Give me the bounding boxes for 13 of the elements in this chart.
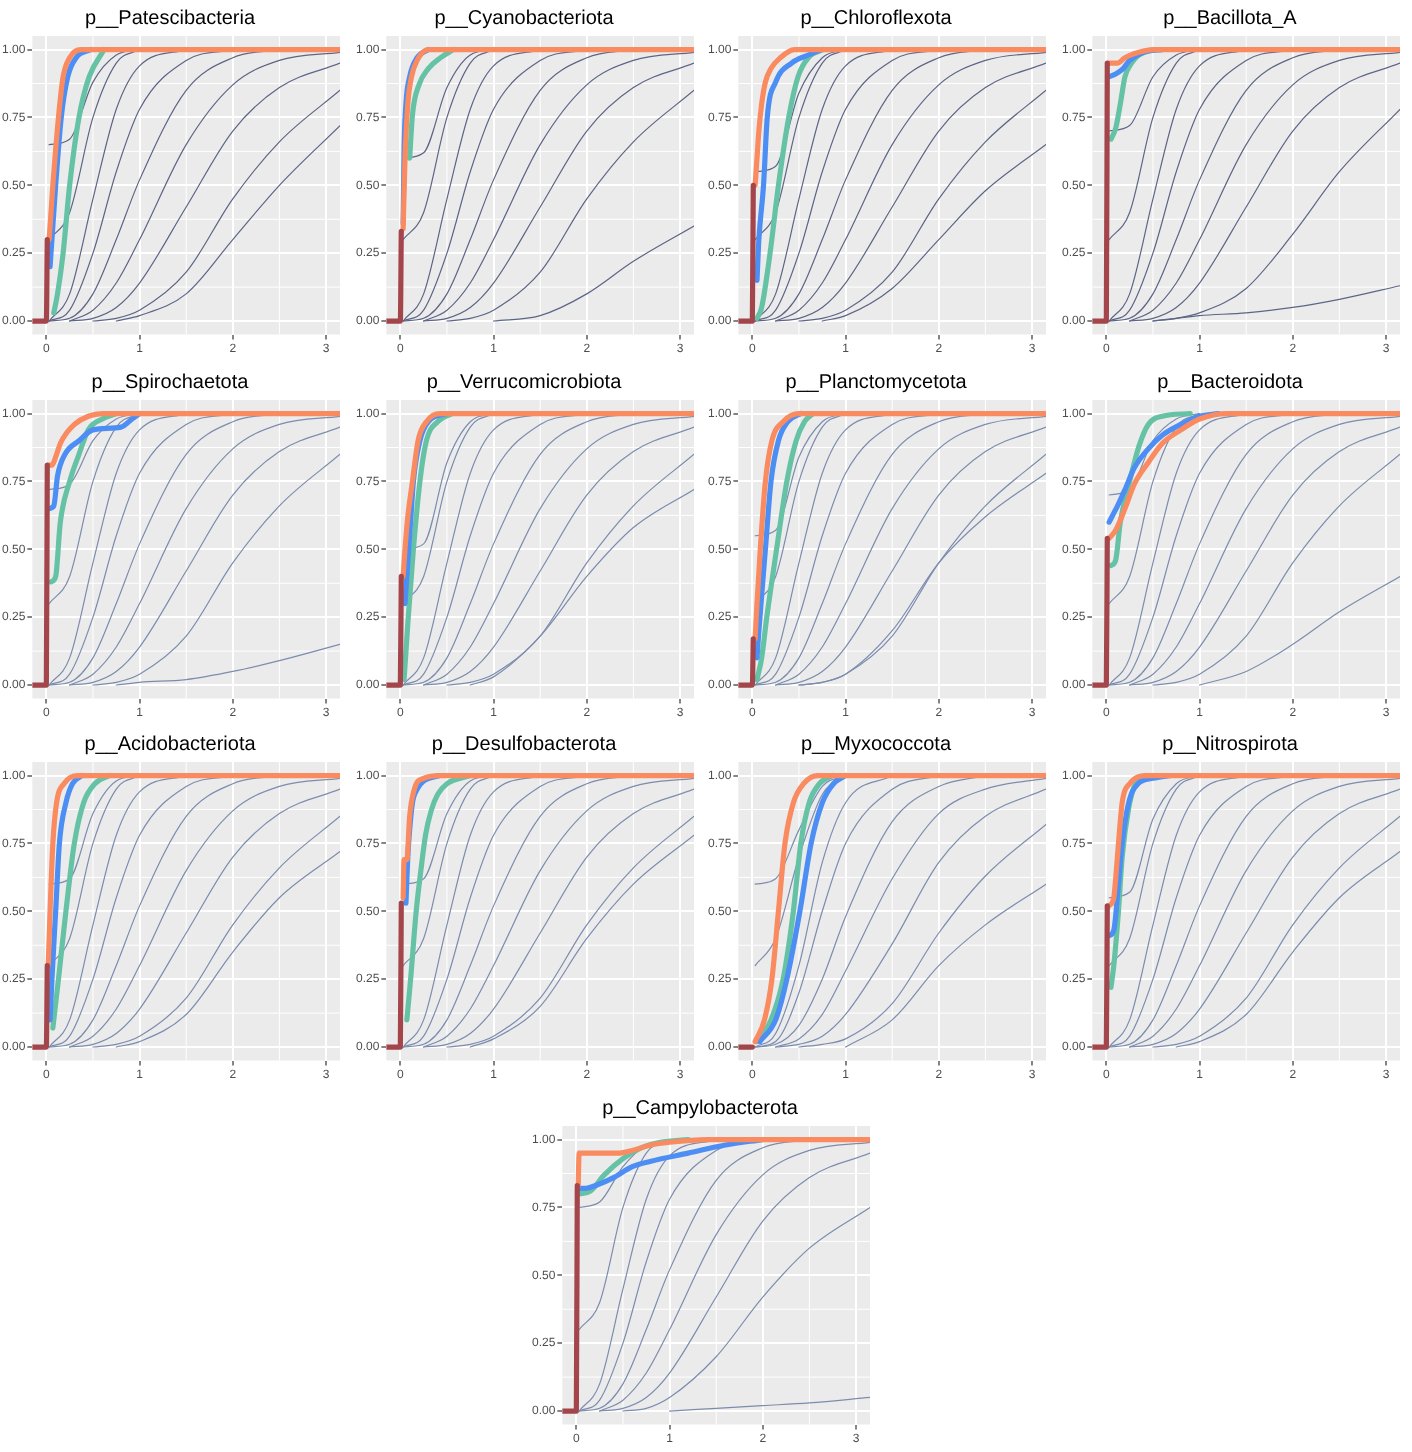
chart-title: p__Planctomycetota — [785, 370, 968, 393]
chart-title: p__Patescibacteria — [84, 7, 256, 30]
chart-title: p__Verrucomicrobiota — [425, 370, 622, 393]
chart-title: p__Nitrospirota — [1161, 733, 1298, 756]
chart-title: p__Desulfobacterota — [430, 733, 617, 756]
chart-title: p__Acidobacteriota — [84, 733, 257, 756]
chart-title: p__Bacillota_A — [1162, 7, 1297, 30]
chart-title: p__Chloroflexota — [800, 7, 953, 30]
chart-title: p__Spirochaetota — [91, 370, 250, 393]
chart-title: p__Myxococcota — [800, 733, 952, 756]
chart-title: p__Cyanobacteriota — [433, 7, 614, 30]
chart-title: p__Bacteroidota — [1156, 370, 1303, 393]
chart-title: p__Campylobacterota — [601, 1096, 799, 1119]
